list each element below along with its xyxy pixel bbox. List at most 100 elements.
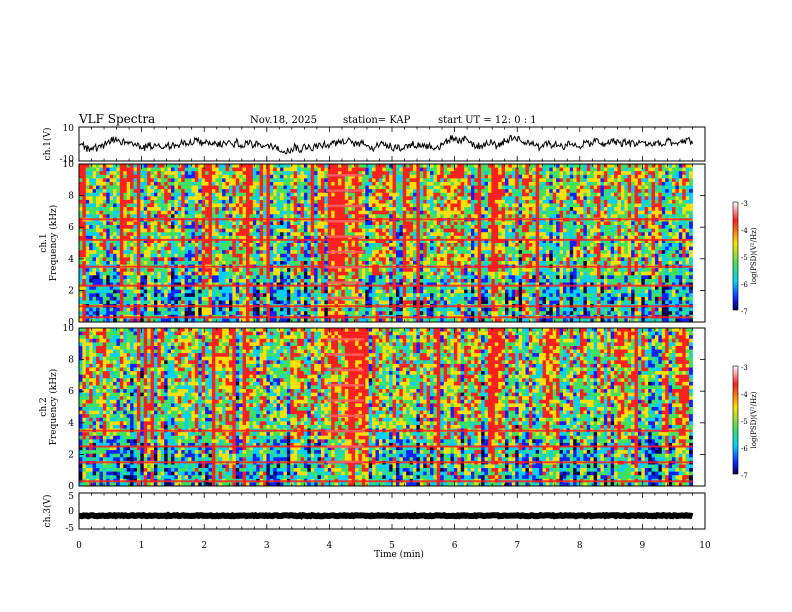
spectrogram-cell (116, 278, 121, 283)
spectrogram-cell (109, 174, 114, 179)
spectrogram-cell (300, 189, 305, 194)
spectrogram-cell (194, 221, 199, 226)
spectrogram-cell (372, 311, 376, 316)
spectrogram-cell (256, 293, 261, 298)
spectrogram-cell (413, 164, 417, 168)
spectrogram-cell (395, 275, 400, 280)
spectrogram-cell (419, 257, 424, 262)
spectrogram-cell (307, 228, 312, 233)
spectrogram-cell (365, 296, 370, 301)
spectrogram-cell (406, 164, 410, 168)
spectrogram-cell (246, 311, 250, 316)
spectrogram-cell (280, 232, 284, 237)
spectrogram-cell (273, 250, 278, 255)
spectrogram-cell (419, 253, 424, 258)
spectrogram-cell (188, 282, 192, 287)
spectrogram-cell (177, 185, 182, 190)
spectrogram-cell (167, 271, 172, 276)
spectrogram-cell (160, 167, 165, 172)
spectrogram-cell (392, 250, 397, 255)
spectrogram-cell (205, 286, 209, 291)
spectrogram-cell (341, 164, 346, 168)
spectrogram-cell (334, 260, 339, 265)
spectrogram-cell (228, 164, 233, 168)
spectrogram-cell (126, 300, 131, 305)
spectrogram-cell (167, 214, 172, 219)
spectrogram-cell (259, 232, 264, 237)
spectrogram-cell (426, 307, 431, 312)
spectrogram-cell (341, 300, 346, 305)
spectrogram-cell (205, 260, 209, 265)
spectrogram-cell (303, 246, 308, 251)
spectrogram-cell (171, 221, 175, 226)
spectrogram-cell (102, 239, 107, 244)
spectrogram-cell (256, 239, 261, 244)
spectrogram-cell (225, 171, 230, 176)
spectrogram-cell (177, 174, 182, 179)
spectrogram-cell (286, 171, 291, 176)
spectrogram-cell (392, 246, 397, 251)
spectrogram-cell (133, 243, 138, 247)
spectrogram-cell (225, 257, 230, 262)
spectrogram-cell (375, 271, 380, 276)
spectrogram-cell (218, 243, 223, 247)
spectrogram-cell (140, 278, 145, 283)
spectrogram-cell (157, 214, 162, 219)
spectrogram-cell (109, 196, 114, 201)
spectrogram-cell (310, 257, 315, 262)
spectrogram-cell (133, 199, 138, 204)
spectrogram-cell (211, 243, 216, 247)
spectrogram-cell (160, 235, 165, 240)
spectrogram-cell (324, 214, 329, 219)
spectrogram-cell (109, 167, 114, 172)
spectrogram-cell (436, 221, 441, 226)
spectrogram-cell (225, 203, 230, 208)
spectrogram-cell (314, 167, 318, 172)
spectrogram-cell (368, 318, 373, 323)
spectrogram-cell (123, 300, 128, 305)
spectrogram-cell (79, 181, 83, 186)
spectrogram-cell (331, 257, 336, 262)
spectrogram-cell (419, 311, 424, 316)
spectrogram-cell (338, 192, 342, 197)
spectrogram-cell (194, 293, 199, 298)
spectrogram-cell (79, 203, 83, 208)
spectrogram-cell (130, 246, 134, 251)
spectrogram-cell (228, 214, 233, 219)
spectrogram-cell (201, 257, 206, 262)
spectrogram-cell (447, 164, 451, 168)
spectrogram-cell (239, 181, 243, 186)
spectrogram-cell (368, 189, 373, 194)
spectrogram-cell (228, 225, 233, 230)
spectrogram-cell (153, 239, 158, 244)
spectrogram-cell (177, 221, 182, 226)
spectrogram-cell (143, 318, 148, 323)
spectrogram-cell (331, 214, 336, 219)
spectrogram-cell (89, 192, 94, 197)
spectrogram-cell (106, 268, 111, 273)
spectrogram-cell (160, 171, 165, 176)
spectrogram-cell (286, 307, 291, 312)
spectrogram-cell (171, 174, 175, 179)
spectrogram-cell (82, 318, 87, 323)
spectrogram-cell (133, 235, 138, 240)
spectrogram-cell (198, 260, 203, 265)
spectrogram-cell (447, 271, 451, 276)
spectrogram-cell (426, 311, 431, 316)
spectrogram-cell (385, 243, 390, 247)
spectrogram-cell (447, 185, 451, 190)
spectrogram-cell (259, 214, 264, 219)
spectrogram-cell (293, 250, 298, 255)
spectrogram-cell (276, 278, 281, 283)
spectrogram-cell (443, 207, 448, 212)
spectrogram-cell (143, 307, 148, 312)
spectrogram-cell (205, 275, 209, 280)
spectrogram-cell (143, 210, 148, 215)
spectrogram-cell (413, 174, 417, 179)
spectrogram-cell (85, 307, 90, 312)
spectrogram-cell (300, 260, 305, 265)
spectrogram-cell (246, 296, 250, 301)
spectrogram-cell (344, 253, 349, 258)
spectrogram-cell (368, 296, 373, 301)
spectrogram-cell (153, 221, 158, 226)
